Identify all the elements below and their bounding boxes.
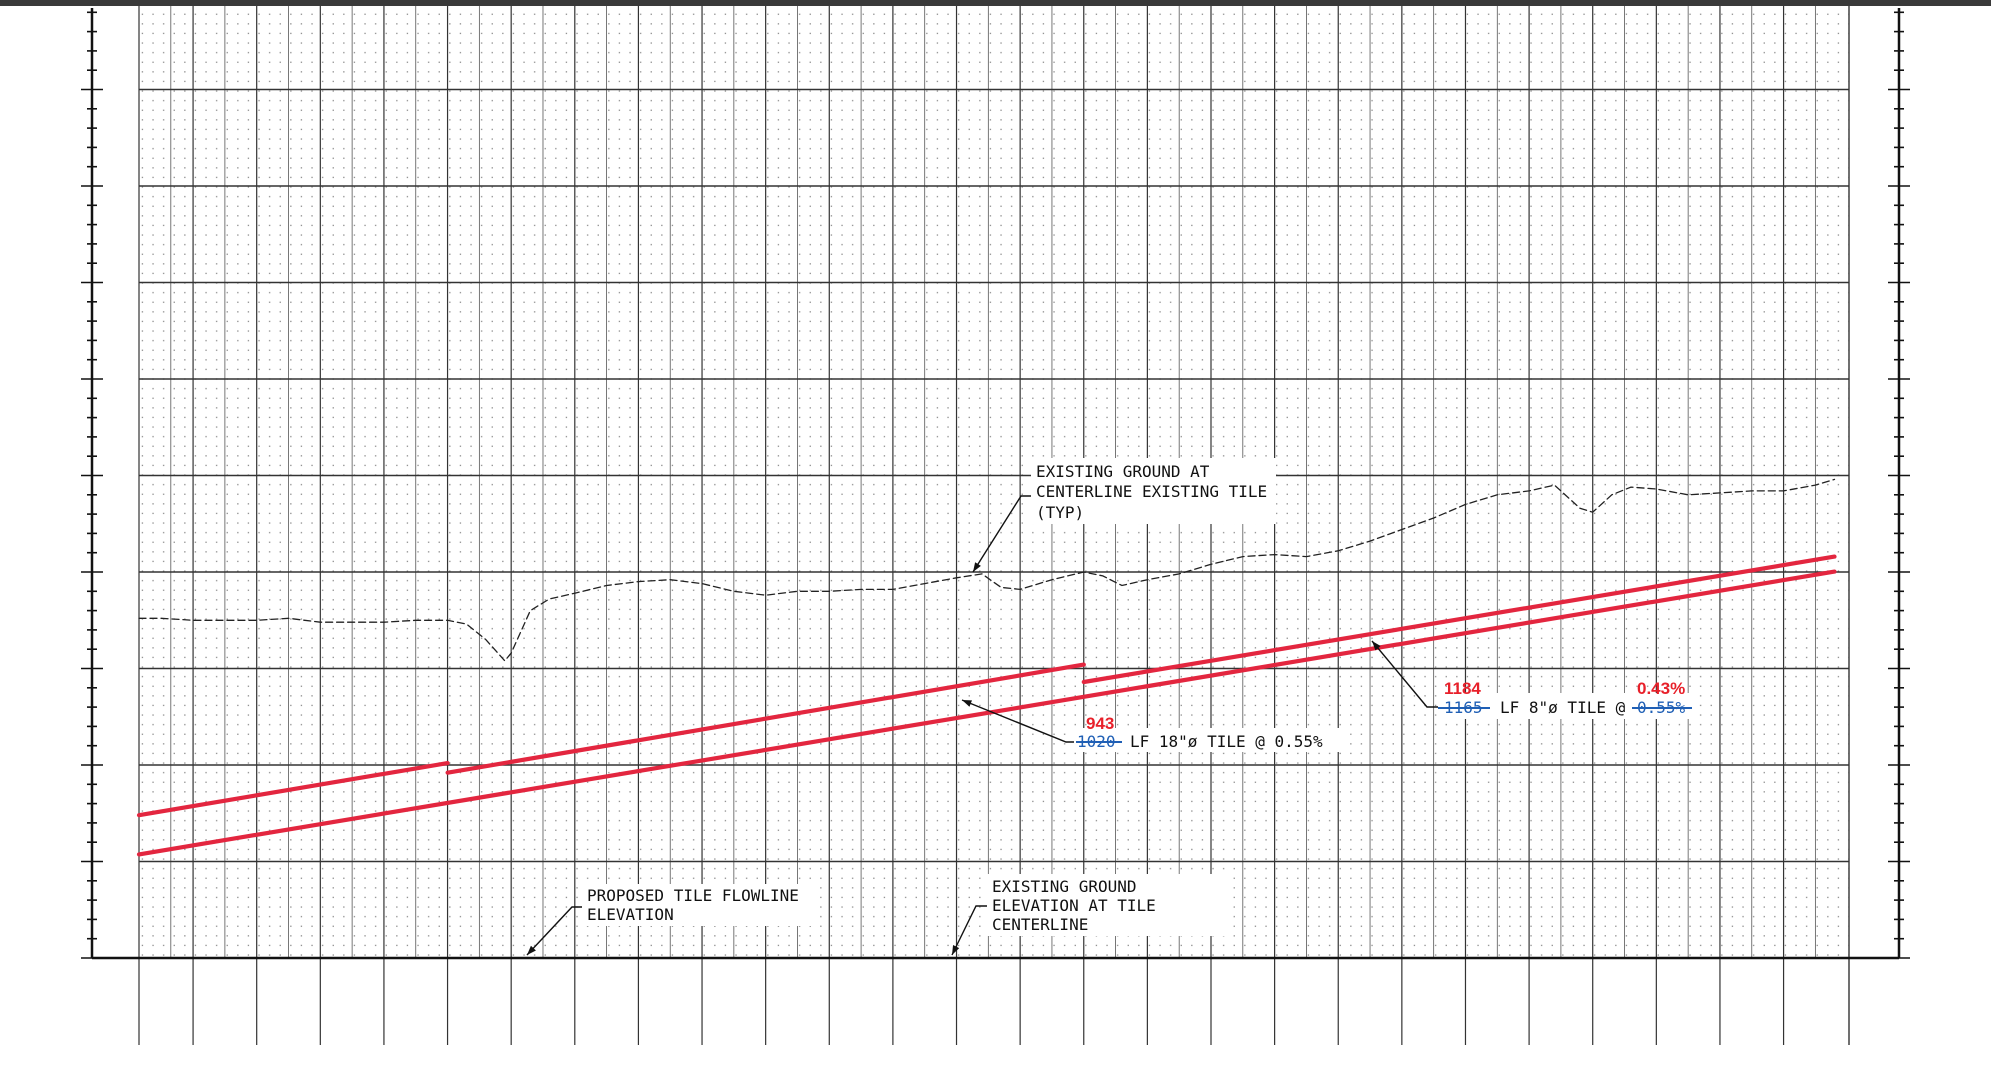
ground-note-line-3: (TYP) <box>1036 503 1084 522</box>
proposed-tile-line <box>136 569 1837 857</box>
ground-elev-note: EXISTING GROUND ELEVATION AT TILE CENTER… <box>987 874 1233 936</box>
ground-elev-note-line-2: ELEVATION AT TILE <box>992 896 1156 915</box>
ground-elev-note-leader <box>951 905 987 956</box>
ground-elev-note-leader-arrowhead <box>952 945 960 955</box>
ground-elev-note-line-3: CENTERLINE <box>992 915 1088 934</box>
flowline-note-line-2: ELEVATION <box>587 905 674 924</box>
ground-note-line-2: CENTERLINE EXISTING TILE <box>1036 482 1267 501</box>
flowline-note-leader-arrowhead <box>527 945 536 955</box>
data-series <box>136 478 1837 857</box>
plot-area <box>139 6 1849 958</box>
ground-note-leader-arrowhead <box>973 562 981 572</box>
flowline-note-leader <box>526 906 582 956</box>
ground-note-box <box>1031 458 1276 524</box>
tile8-new-grade: 0.43% <box>1637 679 1685 698</box>
ground-note-line-1: EXISTING GROUND AT <box>1036 462 1210 481</box>
ground-elev-note-line-1: EXISTING GROUND <box>992 877 1137 896</box>
flowline-note-box <box>582 884 818 926</box>
proposed-tile-line <box>136 761 450 818</box>
sheet-top-border <box>0 0 1991 6</box>
proposed-tile-line <box>445 662 1086 775</box>
tile18-new-length: 943 <box>1086 714 1114 733</box>
tile18-note-leader <box>961 699 1076 743</box>
ground-note: EXISTING GROUND AT CENTERLINE EXISTING T… <box>1031 458 1276 524</box>
tile18-note-leader-arrowhead <box>962 700 972 707</box>
tile8-note: 1184 1165 LF 8"ø TILE @ 0.43% 0.55% <box>1438 679 1695 719</box>
ground-elev-note-box <box>987 874 1233 936</box>
ground-note-leader <box>972 495 1031 573</box>
flowline-note-line-1: PROPOSED TILE FLOWLINE <box>587 886 799 905</box>
tile18-description: LF 18"ø TILE @ 0.55% <box>1130 732 1323 751</box>
axes <box>81 8 1910 960</box>
flowline-note: PROPOSED TILE FLOWLINE ELEVATION <box>582 884 818 926</box>
annotation-leaders <box>526 495 1438 956</box>
tile8-description: LF 8"ø TILE @ <box>1500 698 1626 717</box>
tile8-new-length: 1184 <box>1444 679 1481 698</box>
tile8-note-box <box>1440 693 1695 719</box>
tile8-note-leader <box>1371 640 1438 708</box>
tile18-note-box <box>1074 728 1342 752</box>
proposed-tile-line <box>1081 554 1837 685</box>
tile18-note: 943 1020 LF 18"ø TILE @ 0.55% <box>1074 714 1342 752</box>
tile8-note-leader-arrowhead <box>1372 641 1381 651</box>
existing-ground-profile <box>138 478 1836 662</box>
